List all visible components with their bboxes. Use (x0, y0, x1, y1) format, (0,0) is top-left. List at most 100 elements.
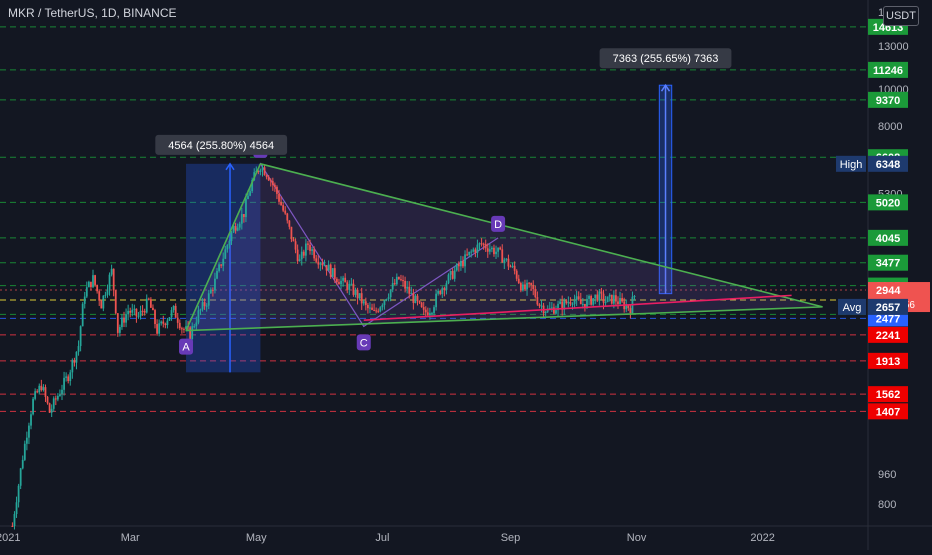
candle-body (352, 283, 355, 295)
candle-body (344, 277, 347, 283)
candle-body (160, 321, 163, 324)
candle-body (44, 387, 47, 397)
candle-body (393, 283, 396, 285)
candle-body (100, 300, 103, 309)
level-tag: 4045 (876, 233, 900, 245)
candle-body (606, 296, 609, 303)
candle-body (519, 283, 522, 291)
candle-body (298, 259, 301, 262)
candle-body (32, 398, 34, 415)
candle-body (92, 275, 94, 288)
x-tick-label: 2021 (0, 532, 21, 544)
candle-body (242, 214, 245, 218)
candle-body (288, 220, 291, 227)
candle-body (317, 261, 320, 265)
candle-body (553, 307, 555, 314)
candle-body (571, 303, 574, 305)
candle-body (234, 225, 237, 231)
avg-tag-label: Avg (843, 302, 862, 314)
candle-body (19, 468, 22, 486)
candle-body (371, 307, 373, 310)
level-tag-bg (868, 326, 908, 343)
candle-body (482, 243, 485, 245)
candle-body (104, 294, 107, 296)
candle-body (143, 311, 146, 313)
candle-body (615, 295, 617, 302)
candle-body (168, 317, 171, 321)
level-tag: 1562 (876, 389, 900, 401)
currency-button[interactable]: USDT (883, 6, 919, 26)
candle-body (172, 305, 175, 311)
candle-body (276, 186, 278, 194)
candle-body (333, 268, 336, 279)
trendline-a-line (185, 163, 262, 331)
candle-body (515, 270, 518, 279)
candle-body (247, 195, 249, 200)
candle-body (207, 293, 210, 306)
pattern-point-marker (356, 334, 371, 351)
candle-body (555, 310, 557, 314)
candle-body (114, 290, 117, 314)
candle-body (205, 305, 208, 307)
candle-body (290, 226, 293, 240)
candle-body (470, 251, 473, 253)
candle-body (110, 268, 113, 275)
candle-body (466, 254, 469, 256)
candle-body (25, 437, 28, 444)
candle-body (590, 295, 593, 305)
candle-body (424, 309, 427, 313)
candle-body (216, 270, 218, 279)
candle-body (269, 180, 272, 182)
candle-body (445, 283, 448, 291)
candle-body (185, 326, 187, 329)
pattern-point-label: C (360, 337, 368, 349)
candle-body (15, 502, 18, 515)
projection-label-box (599, 48, 732, 69)
candle-body (90, 281, 92, 288)
candle-body (379, 307, 382, 312)
level-tag-bg (868, 352, 908, 369)
candle-body (280, 201, 282, 206)
candle-body (158, 323, 161, 334)
candle-body (548, 308, 551, 310)
candle-body (240, 214, 243, 224)
level-tag: 9370 (876, 95, 900, 107)
level-tag: 1407 (876, 406, 900, 418)
candle-body (412, 293, 415, 303)
candle-body (420, 302, 423, 308)
level-tag-bg (868, 386, 908, 403)
candle-body (619, 297, 621, 305)
candle-body (36, 391, 39, 393)
candle-body (164, 323, 167, 326)
candle-body (315, 258, 318, 262)
candle-body (418, 300, 421, 303)
candle-body (536, 297, 539, 305)
candle-body (178, 322, 181, 329)
candle-body (350, 283, 353, 285)
pattern-point-marker (491, 215, 506, 232)
candle-body (602, 293, 605, 303)
candle-body (435, 293, 438, 308)
candle-body (544, 311, 547, 314)
candle-body (381, 305, 384, 308)
candle-body (495, 251, 497, 255)
candle-body (183, 328, 185, 330)
candle-body (149, 299, 152, 308)
candle-body (77, 346, 80, 352)
candle-body (176, 317, 179, 323)
candle-body (366, 304, 369, 309)
candle-body (443, 288, 446, 291)
candle-body (472, 249, 475, 252)
candle-body (17, 485, 20, 503)
pattern-point-label: A (182, 342, 190, 354)
candle-body (441, 288, 444, 295)
measure-label: 4564 (255.80%) 4564 (168, 140, 274, 152)
trendline-pink (363, 294, 792, 322)
candle-body (457, 264, 460, 267)
candle-body (428, 313, 431, 316)
candle-body (197, 310, 200, 323)
candle-body (586, 298, 588, 308)
candle-body (94, 275, 96, 285)
